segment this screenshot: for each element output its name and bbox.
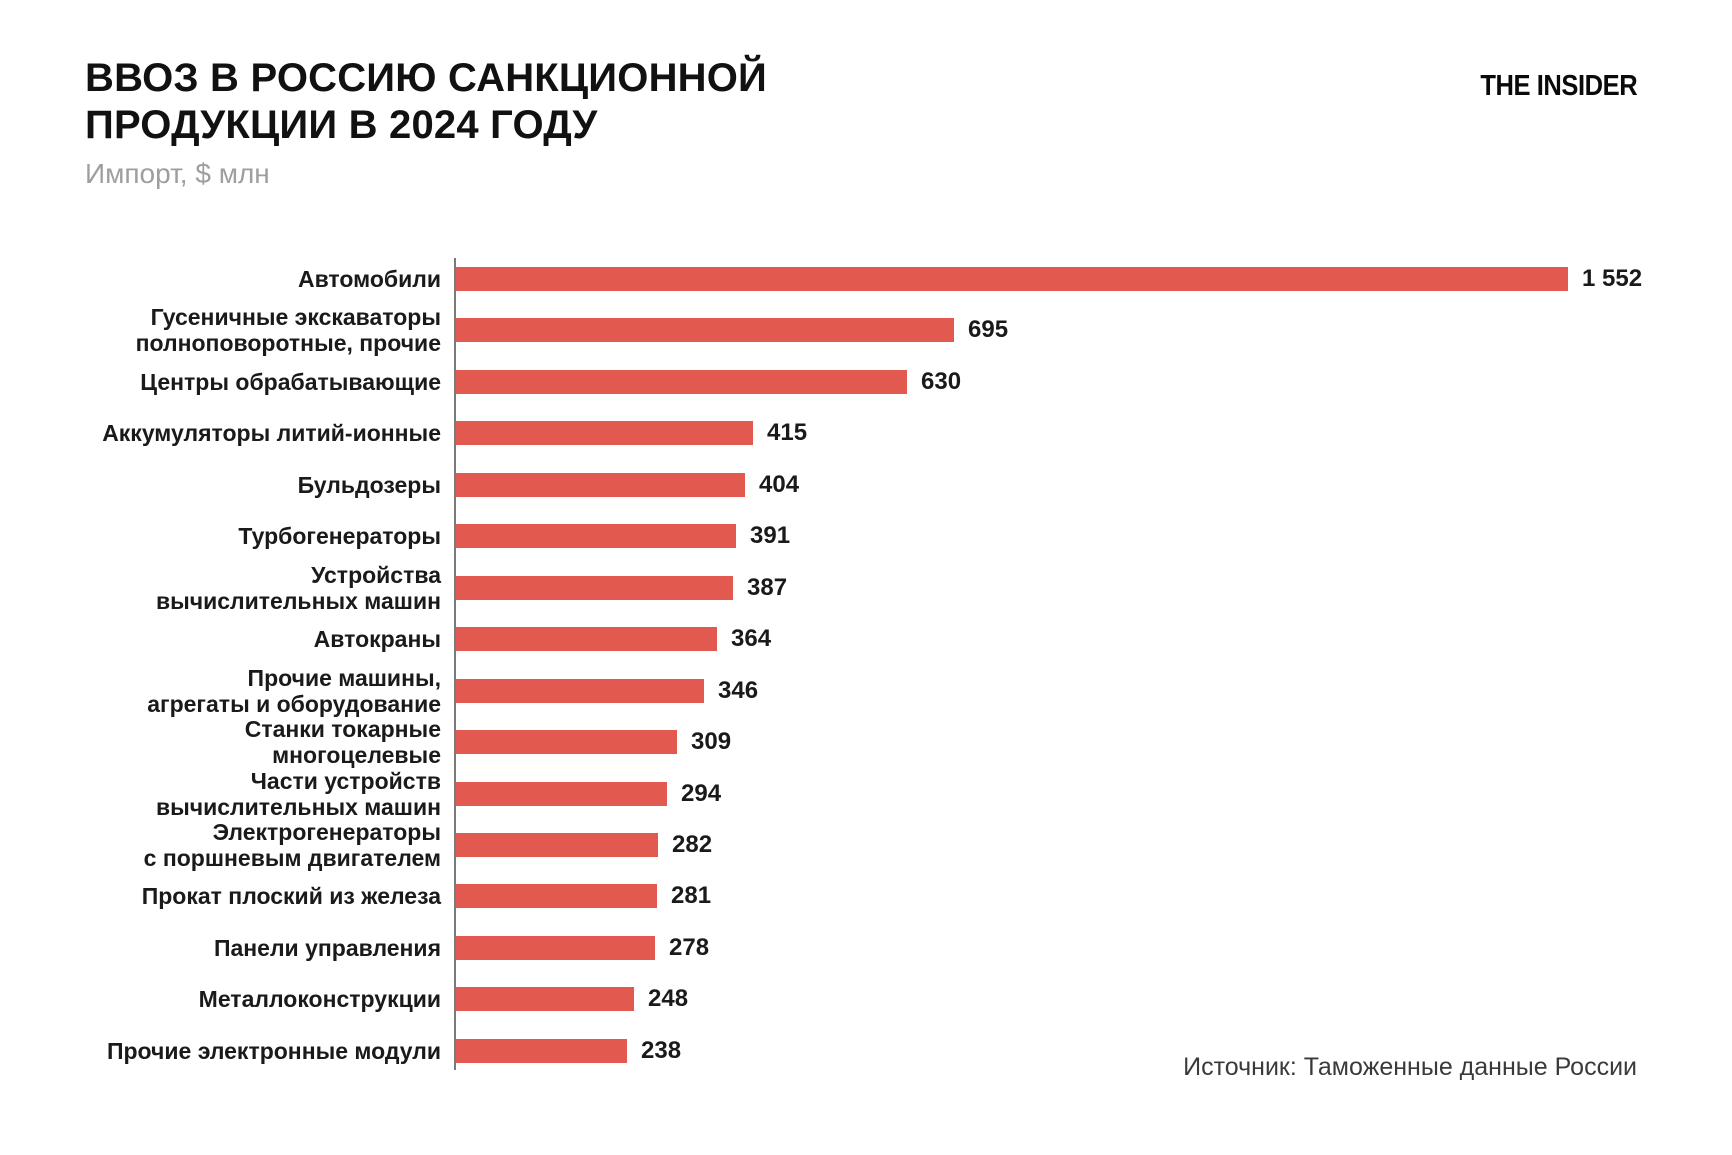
value-label: 309 — [691, 728, 732, 755]
value-label: 248 — [648, 985, 689, 1012]
value-label: 278 — [669, 934, 710, 961]
chart-row: Автокраны 364 — [85, 613, 771, 665]
bar — [456, 679, 704, 703]
bar — [456, 524, 736, 548]
bar — [456, 473, 745, 497]
value-label: 1 552 — [1582, 265, 1643, 292]
category-label: Металлоконструкции — [198, 986, 441, 1012]
chart-row: Аккумуляторы литий-ионные 415 — [85, 407, 807, 459]
chart-subtitle: Импорт, $ млн — [85, 158, 270, 189]
category-label: Аккумуляторы литий-ионные — [102, 420, 441, 446]
bar — [456, 884, 657, 908]
chart-row: Части устройств вычислительных машин 294 — [85, 768, 721, 820]
category-label: Турбогенераторы — [238, 523, 441, 549]
category-label: Прочие электронные модули — [106, 1038, 441, 1064]
chart-row: Гусеничные экскаваторы полноповоротные, … — [85, 304, 1008, 356]
bar — [456, 370, 907, 394]
value-label: 282 — [672, 831, 713, 858]
category-label: Автокраны — [313, 626, 441, 652]
category-label: Панели управления — [213, 935, 441, 961]
bar — [456, 627, 717, 651]
value-label: 294 — [681, 780, 722, 807]
chart-row: Центры обрабатывающие 630 — [85, 356, 961, 408]
bar — [456, 576, 733, 600]
category-label: Части устройств вычислительных машин — [155, 768, 441, 820]
value-label: 404 — [759, 471, 800, 498]
chart-row: Турбогенераторы 391 — [85, 510, 790, 562]
value-label: 391 — [750, 522, 791, 549]
category-label: Прокат плоский из железа — [141, 883, 441, 909]
value-label: 281 — [671, 882, 712, 909]
chart-row: Электрогенераторы с поршневым двигателем… — [85, 819, 712, 871]
value-label: 364 — [731, 625, 772, 652]
value-label: 387 — [747, 574, 788, 601]
category-label: Центры обрабатывающие — [140, 369, 441, 395]
title-line-1: ВВОЗ В РОССИЮ САНКЦИОННОЙ — [85, 56, 768, 100]
category-label: Станки токарные многоцелевые — [244, 716, 441, 768]
bar — [456, 936, 655, 960]
bar — [456, 782, 667, 806]
chart-row: Автомобили 1 552 — [85, 253, 1642, 305]
source-credit: Источник: Таможенные данные России — [1183, 1053, 1637, 1081]
chart-row: Устройства вычислительных машин 387 — [85, 562, 787, 614]
bar — [456, 730, 677, 754]
value-label: 238 — [641, 1037, 682, 1064]
chart-row: Станки токарные многоцелевые 309 — [85, 716, 731, 768]
category-label: Бульдозеры — [297, 472, 441, 498]
value-label: 346 — [718, 677, 759, 704]
chart-row: Прочие машины, агрегаты и оборудование 34… — [85, 665, 758, 717]
chart-row: Металлоконструкции 248 — [85, 973, 688, 1025]
y-axis-line — [454, 258, 456, 1070]
category-label: Автомобили — [297, 266, 441, 292]
value-label: 695 — [968, 316, 1009, 343]
bar — [456, 267, 1568, 291]
chart-row: Прочие электронные модули 238 — [85, 1025, 681, 1077]
category-label: Прочие машины, агрегаты и оборудование — [147, 665, 441, 717]
chart-row: Бульдозеры 404 — [85, 459, 799, 511]
page-title: ВВОЗ В РОССИЮ САНКЦИОННОЙ ПРОДУКЦИИ В 202… — [85, 55, 767, 149]
the-insider-logo: THE INSIDER — [1480, 70, 1637, 102]
chart-row: Прокат плоский из железа 281 — [85, 870, 711, 922]
category-label: Гусеничные экскаваторы полноповоротные, … — [135, 304, 441, 356]
category-label: Электрогенераторы с поршневым двигателем — [143, 819, 441, 871]
bar — [456, 318, 954, 342]
bar — [456, 987, 634, 1011]
bar — [456, 1039, 627, 1063]
title-line-2: ПРОДУКЦИИ В 2024 ГОДУ — [85, 103, 598, 147]
bar — [456, 833, 658, 857]
category-label: Устройства вычислительных машин — [155, 562, 441, 614]
value-label: 630 — [921, 368, 962, 395]
bar — [456, 421, 753, 445]
value-label: 415 — [767, 419, 808, 446]
chart-row: Панели управления 278 — [85, 922, 709, 974]
